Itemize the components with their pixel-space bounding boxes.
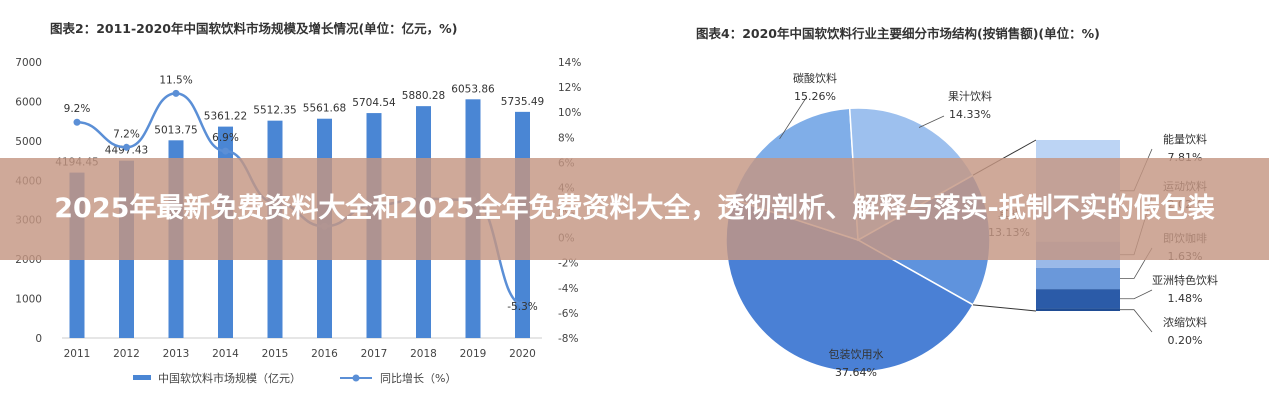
left-y-tick: 0 xyxy=(35,333,42,345)
breakdown-pct: 1.48% xyxy=(1168,292,1203,305)
growth-point xyxy=(222,147,229,155)
right-chart-title: 图表4：2020年中国软饮料行业主要细分市场结构(按销售额)(单位：%) xyxy=(696,26,1100,41)
breakdown-leader xyxy=(1120,289,1153,300)
x-axis-ticks: 2011 2012 2013 2014 2015 2016 2017 2018 2019 2020 xyxy=(64,348,536,360)
x-tick-label: 2012 xyxy=(113,348,140,360)
legend-line-label: 同比增长（%） xyxy=(380,371,456,385)
right-y-tick: 14% xyxy=(558,57,581,69)
x-tick-label: 2019 xyxy=(460,348,487,360)
left-y-tick: 6000 xyxy=(15,96,42,108)
pie-slice-name: 碳酸饮料 xyxy=(793,71,837,85)
x-tick-label: 2014 xyxy=(212,348,239,360)
legend-bar-swatch xyxy=(133,375,151,380)
breakdown-segment xyxy=(1036,308,1120,311)
bar-value-label: 5512.35 xyxy=(253,105,296,117)
breakdown-segment xyxy=(1036,267,1120,290)
pie-slice-pct: 14.33% xyxy=(949,108,991,121)
growth-point xyxy=(519,300,526,308)
right-y-tick: 10% xyxy=(558,107,581,119)
x-tick-label: 2015 xyxy=(262,348,289,360)
growth-label: 9.2% xyxy=(64,103,91,115)
leader-line xyxy=(779,97,807,140)
pie-slice-pct: 37.64% xyxy=(835,366,877,379)
bar-value-label: 5013.75 xyxy=(154,124,197,136)
leader-line xyxy=(918,115,945,128)
growth-label: 7.2% xyxy=(113,128,140,140)
pie-slice-name: 果汁饮料 xyxy=(948,89,992,103)
left-y-tick: 7000 xyxy=(15,57,42,69)
x-tick-label: 2018 xyxy=(410,348,437,360)
bar-value-label: 5880.28 xyxy=(402,90,445,102)
right-y-tick: 12% xyxy=(558,82,581,94)
breakdown-name: 亚洲特色饮料 xyxy=(1152,273,1218,287)
bar-value-label: 5361.22 xyxy=(204,111,247,123)
growth-point xyxy=(73,118,81,126)
legend-line-marker xyxy=(352,374,360,382)
growth-label: -5.3% xyxy=(507,301,537,313)
left-y-tick: 1000 xyxy=(15,294,42,306)
banner-title: 2025年最新免费资料大全和2025全年免费资料大全，透彻剖析、解释与落实-抵制… xyxy=(54,193,1215,224)
x-tick-label: 2016 xyxy=(311,348,338,360)
left-y-tick: 5000 xyxy=(15,136,42,148)
legend-bar-label: 中国软饮料市场规模（亿元） xyxy=(158,371,301,385)
breakdown-name: 能量饮料 xyxy=(1163,132,1207,146)
right-y-tick: -6% xyxy=(558,308,578,320)
x-tick-label: 2017 xyxy=(361,348,388,360)
right-y-tick: -8% xyxy=(558,333,578,345)
x-tick-label: 2020 xyxy=(509,348,536,360)
right-y-tick: -4% xyxy=(558,283,578,295)
title-banner: 2025年最新免费资料大全和2025全年免费资料大全，透彻剖析、解释与落实-抵制… xyxy=(0,158,1269,260)
breakdown-name: 浓缩饮料 xyxy=(1163,315,1207,329)
connector-line xyxy=(972,304,1037,312)
breakdown-segment xyxy=(1036,289,1120,309)
x-tick-label: 2013 xyxy=(163,348,190,360)
breakdown-leader xyxy=(1120,309,1153,333)
x-tick-label: 2011 xyxy=(64,348,91,360)
breakdown-pct: 0.20% xyxy=(1168,334,1203,347)
bar-value-label: 5561.68 xyxy=(303,103,346,115)
pie-slice-pct: 15.26% xyxy=(794,90,836,103)
bar-value-label: 5704.54 xyxy=(352,97,396,109)
growth-point xyxy=(123,143,130,151)
bar-value-label: 6053.86 xyxy=(451,83,495,95)
left-chart-title: 图表2：2011-2020年中国软饮料市场规模及增长情况(单位：亿元，%) xyxy=(50,21,457,36)
growth-label: 6.9% xyxy=(212,132,239,144)
growth-point xyxy=(172,89,180,97)
growth-label: 11.5% xyxy=(159,74,192,86)
left-legend: 中国软饮料市场规模（亿元） 同比增长（%） xyxy=(133,371,456,385)
right-y-tick: -2% xyxy=(558,258,578,270)
right-y-tick: 8% xyxy=(558,132,575,144)
pie-slice-name: 包装饮用水 xyxy=(829,348,884,361)
bar-value-label: 5735.49 xyxy=(501,96,544,108)
